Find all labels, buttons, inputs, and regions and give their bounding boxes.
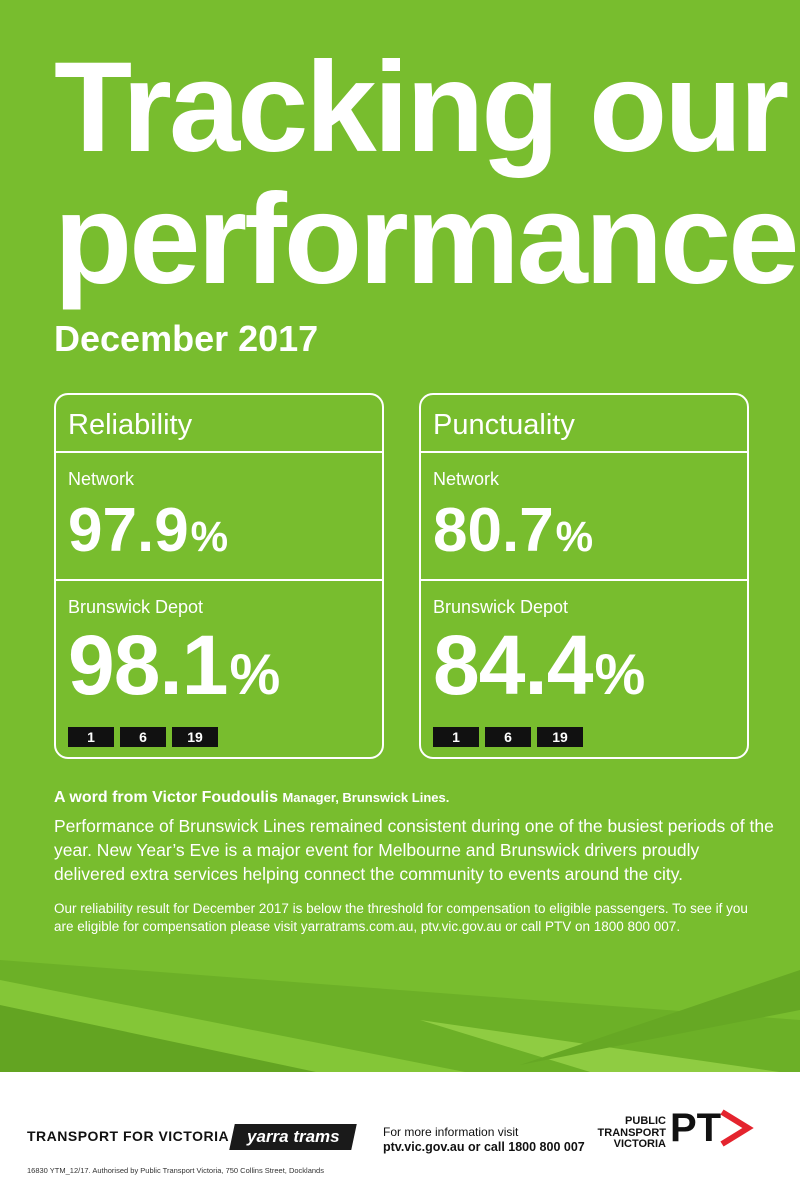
- ptv-word-transport: TRANSPORT: [597, 1126, 666, 1139]
- punctuality-network-label: Network: [433, 469, 500, 489]
- reliability-card: Reliability Network 97.9% Brunswick Depo…: [54, 393, 384, 759]
- route-badge: 1: [68, 727, 114, 747]
- card-divider: [56, 579, 382, 581]
- page-title: Tracking our performance: [54, 42, 799, 306]
- info-contact: ptv.vic.gov.au or call 1800 800 007: [383, 1140, 585, 1154]
- compensation-notice: Our reliability result for December 2017…: [54, 901, 748, 934]
- quote-body: Performance of Brunswick Lines remained …: [54, 816, 774, 884]
- title-line-2: performance: [54, 168, 799, 311]
- poster-background: [0, 0, 800, 1072]
- reliability-depot-label: Brunswick Depot: [68, 597, 204, 617]
- punctuality-depot-number: 84.4: [433, 618, 593, 712]
- ptv-word-public: PUBLIC: [625, 1115, 666, 1127]
- authorisation-note: 16830 YTM_12/17. Authorised by Public Tr…: [27, 1166, 324, 1175]
- route-badge: 19: [537, 727, 583, 747]
- route-badge: 6: [120, 727, 166, 747]
- percent-sign: %: [190, 513, 229, 560]
- title-line-1: Tracking our: [54, 36, 789, 179]
- percent-sign: %: [555, 513, 594, 560]
- route-badge: 19: [172, 727, 218, 747]
- punctuality-card: Punctuality Network 80.7% Brunswick Depo…: [419, 393, 749, 759]
- percent-sign: %: [594, 643, 646, 707]
- quote-role: Manager, Brunswick Lines.: [282, 790, 450, 805]
- card-divider: [421, 579, 747, 581]
- percent-sign: %: [229, 643, 281, 707]
- ptv-arrow-icon: [720, 1109, 754, 1147]
- ptv-logo-mark: PT: [670, 1106, 722, 1150]
- reliability-heading: Reliability: [68, 409, 193, 441]
- route-badge: 1: [433, 727, 479, 747]
- decorative-stripes: [0, 960, 800, 1075]
- reliability-depot-number: 98.1: [68, 618, 228, 712]
- footer: TRANSPORT FOR VICTORIA yarra trams For m…: [0, 1072, 800, 1200]
- punctuality-depot-label: Brunswick Depot: [433, 597, 569, 617]
- card-divider: [421, 451, 747, 453]
- ptv-wordmark: PUBLIC TRANSPORT VICTORIA: [594, 1115, 666, 1151]
- route-badge: 6: [485, 727, 531, 747]
- yarra-trams-logo-text: yarra trams: [246, 1127, 340, 1146]
- reliability-network-number: 97.9: [68, 496, 189, 565]
- yarra-trams-logo: yarra trams: [229, 1124, 357, 1150]
- ptv-word-victoria: VICTORIA: [613, 1138, 666, 1150]
- route-badges: 1 6 19: [433, 727, 583, 747]
- report-month: December 2017: [54, 318, 319, 359]
- reliability-network-label: Network: [68, 469, 135, 489]
- punctuality-network-value: 80.7%: [433, 495, 593, 566]
- reliability-depot-value: 98.1%: [68, 617, 281, 714]
- route-badges: 1 6 19: [68, 727, 218, 747]
- reliability-network-value: 97.9%: [68, 495, 228, 566]
- punctuality-network-number: 80.7: [433, 496, 554, 565]
- punctuality-depot-value: 84.4%: [433, 617, 646, 714]
- quote-heading: A word from Victor Foudoulis Manager, Br…: [54, 789, 449, 807]
- card-divider: [56, 451, 382, 453]
- transport-for-victoria-logo: TRANSPORT FOR VICTORIA: [27, 1128, 230, 1144]
- info-text: For more information visit: [383, 1125, 519, 1139]
- punctuality-heading: Punctuality: [433, 409, 575, 441]
- quote-author: A word from Victor Foudoulis: [54, 789, 278, 806]
